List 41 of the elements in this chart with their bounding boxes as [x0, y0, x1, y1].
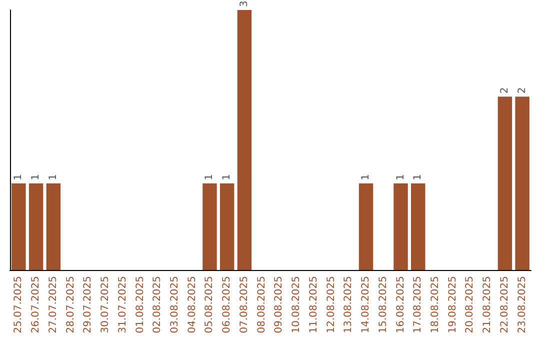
data-label: 3 [238, 0, 250, 7]
x-tick-label: 12.08.2025 [326, 276, 337, 334]
x-tick-label: 13.08.2025 [343, 276, 354, 334]
x-tick-label: 10.08.2025 [291, 276, 302, 334]
x-tick-label: 30.07.2025 [100, 276, 112, 334]
data-label: 1 [222, 174, 233, 180]
data-label: 2 [499, 87, 510, 94]
data-label: 1 [395, 174, 406, 180]
x-tick-label: 23.08.2025 [516, 276, 528, 334]
x-tick-label: 18.08.2025 [430, 276, 441, 334]
x-tick-label: 02.08.2025 [152, 276, 164, 334]
x-tick-label: 17.08.2025 [412, 276, 424, 334]
x-tick-label: 22.08.2025 [499, 276, 510, 334]
x-tick-label: 26.07.2025 [30, 276, 42, 334]
x-tick-label: 07.08.2025 [238, 276, 250, 334]
data-label: 1 [48, 174, 59, 180]
x-tick-label: 25.07.2025 [13, 276, 24, 334]
data-label: 1 [30, 174, 42, 180]
data-label: 1 [13, 174, 24, 180]
x-tick-label: 11.08.2025 [308, 276, 320, 334]
x-tick-label: 08.08.2025 [256, 276, 268, 334]
x-tick-label: 21.08.2025 [482, 276, 494, 334]
data-label: 1 [204, 174, 216, 180]
x-tick-label: 31.07.2025 [117, 276, 128, 334]
x-tick-label: 20.08.2025 [464, 276, 476, 334]
x-tick-label: 05.08.2025 [204, 276, 216, 334]
x-tick-label: 09.08.2025 [274, 276, 285, 334]
x-tick-label: 27.07.2025 [48, 276, 59, 334]
data-label: 2 [516, 87, 528, 94]
x-tick-label: 15.08.2025 [378, 276, 389, 334]
x-tick-label: 06.08.2025 [222, 276, 233, 334]
x-tick-label: 03.08.2025 [169, 276, 180, 334]
x-tick-label: 01.08.2025 [134, 276, 146, 334]
x-tick-label: 29.07.2025 [82, 276, 94, 334]
x-tick-label: 04.08.2025 [186, 276, 198, 334]
x-tick-label: 16.08.2025 [395, 276, 406, 334]
x-tick-label: 14.08.2025 [360, 276, 372, 334]
data-label: 1 [412, 174, 424, 180]
data-label: 1 [360, 174, 372, 180]
x-tick-label: 19.08.2025 [447, 276, 458, 334]
x-tick-label: 28.07.2025 [65, 276, 76, 334]
